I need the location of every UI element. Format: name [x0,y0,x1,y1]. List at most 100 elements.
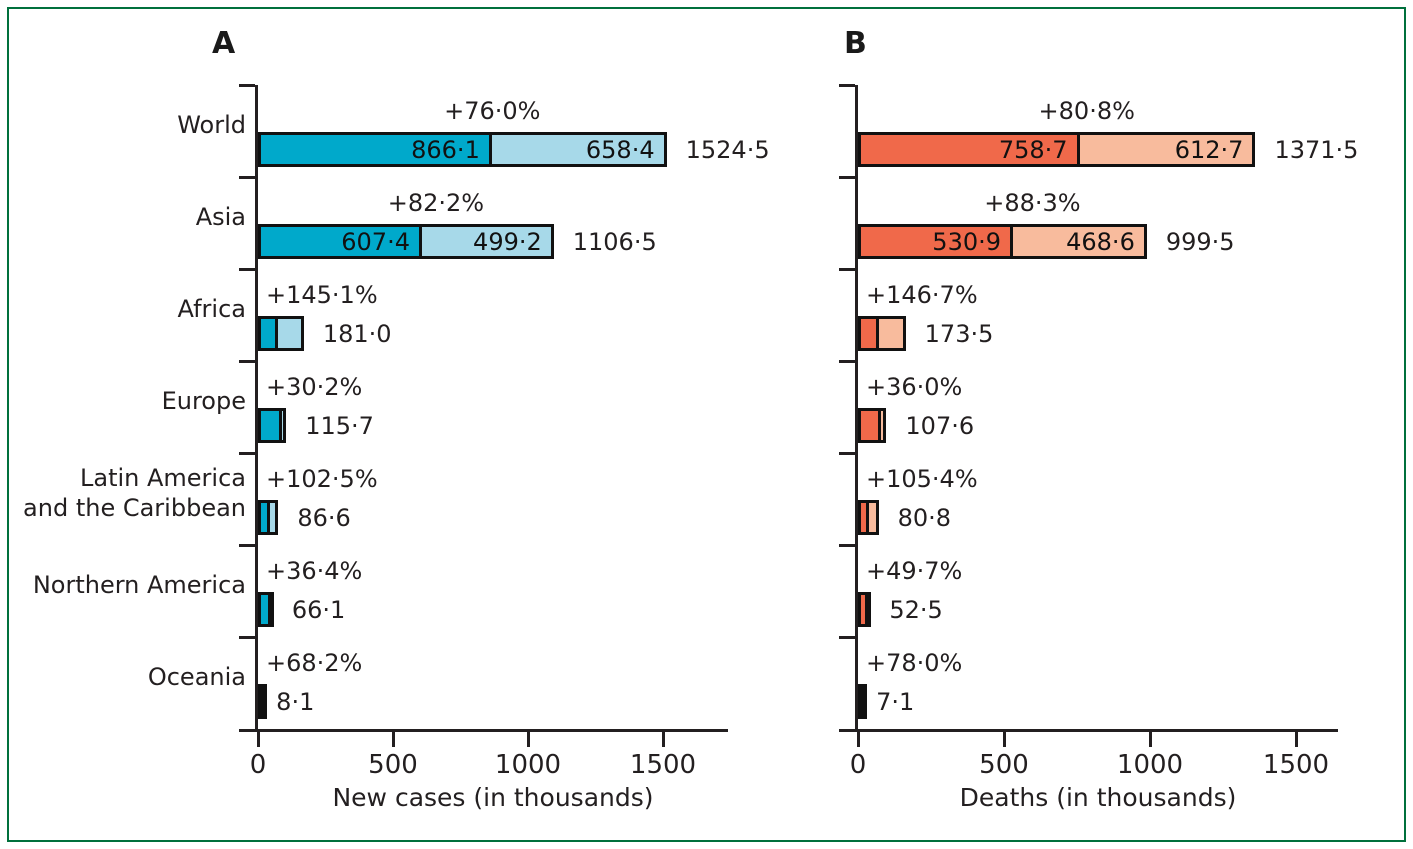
y-axis-tick [839,175,855,179]
stacked-bar: 530·9 468·6 [858,224,1147,259]
increase-value-label: 468·6 [1066,227,1135,256]
category-label-line: Oceania [147,663,246,691]
percent-change-label: +76·0% [444,97,541,125]
total-value-label: 1524·5 [685,135,770,164]
total-value-label: 107·6 [905,411,975,440]
x-axis-title: Deaths (in thousands) [959,783,1237,812]
y-axis-tick [239,359,255,363]
bar-segment-increase [279,408,287,443]
bar-segment-baseline: 866·1 [258,132,492,167]
y-axis-tick [239,543,255,547]
y-axis-tick [839,451,855,455]
category-label-line: and the Caribbean [23,494,246,522]
stacked-bar [858,408,887,443]
category-label-line: World [177,111,246,139]
x-axis-tick [661,732,665,747]
bar-segment-increase: 612·7 [1076,132,1256,167]
total-value-label: 8·1 [276,687,315,716]
bar-segment-increase: 499·2 [418,224,554,259]
y-axis [255,85,258,732]
y-axis-tick [839,543,855,547]
category-label-line: Europe [161,387,246,415]
category-label: Africa [0,294,246,324]
bar-segment-increase [875,316,906,351]
percent-change-label: +82·2% [387,189,485,217]
x-axis-tick-label: 1000 [494,750,562,780]
total-value-label: 115·7 [305,411,374,440]
category-label: Asia [0,202,246,232]
stacked-bar [858,592,872,627]
bar-segment-increase [261,684,267,719]
stacked-bar [258,684,267,719]
x-axis [239,729,728,732]
y-axis-tick [239,83,255,87]
bar-segment-increase [865,592,872,627]
percent-change-label: +36·4% [266,557,363,585]
bar-segment-increase [268,592,275,627]
percent-change-label: +30·2% [266,373,363,401]
x-axis-tick-label: 1500 [629,750,697,780]
increase-value-label: 612·7 [1174,135,1244,164]
percent-change-label: +36·0% [866,373,963,401]
total-value-label: 999·5 [1165,227,1235,256]
percent-change-label: +102·5% [266,465,378,493]
stacked-bar [858,500,879,535]
percent-change-label: +80·8% [1038,97,1135,125]
x-axis-tick-label: 500 [368,750,418,780]
percent-change-label: +68·2% [266,649,363,677]
y-axis-tick [839,83,855,87]
y-axis-tick [239,267,255,271]
bar-segment-increase [866,500,879,535]
baseline-value-label: 866·1 [411,135,480,164]
percent-change-label: +78·0% [866,649,963,677]
percent-change-label: +88·3% [984,189,1081,217]
increase-value-label: 658·4 [585,135,655,164]
stacked-bar: 866·1 658·4 [258,132,667,167]
category-label-line: Latin America [80,464,246,492]
percent-change-label: +49·7% [866,557,963,585]
category-label-line: Northern America [32,571,246,599]
total-value-label: 66·1 [291,595,346,624]
stacked-bar [258,500,279,535]
bar-segment-baseline: 530·9 [858,224,1014,259]
bar-segment-increase: 468·6 [1010,224,1147,259]
x-axis-tick [526,732,530,747]
x-axis [839,729,1338,732]
y-axis-tick [839,359,855,363]
x-axis-title: New cases (in thousands) [332,783,654,812]
y-axis-tick [839,267,855,271]
category-label-line: Asia [195,203,246,231]
category-label: Northern America [0,570,246,600]
total-value-label: 1106·5 [572,227,657,256]
stacked-bar [258,408,287,443]
x-axis-tick [1294,732,1298,747]
x-axis-tick [1148,732,1152,747]
percent-change-label: +146·7% [866,281,978,309]
total-value-label: 1371·5 [1274,135,1359,164]
y-axis-tick [239,175,255,179]
category-label: Europe [0,386,246,416]
panel-a-plot: 0 500 1000 1500 New cases (in thousands) +76·… [239,83,770,812]
total-value-label: 80·8 [897,503,952,532]
stacked-bar [858,684,867,719]
category-label: Latin America and the Caribbean [0,463,246,523]
x-axis-tick [256,732,260,747]
stacked-bar [258,592,275,627]
stacked-bar [258,316,304,351]
x-axis-tick [1002,732,1006,747]
total-value-label: 52·5 [889,595,943,624]
stacked-bar: 758·7 612·7 [858,132,1256,167]
baseline-value-label: 530·9 [932,227,1002,256]
x-axis-tick [391,732,395,747]
y-axis [855,85,858,732]
x-axis-tick [856,732,860,747]
x-axis-tick-label: 0 [249,750,267,780]
panel-a-letter: A [212,26,236,61]
category-label-line: Africa [177,295,246,323]
total-value-label: 181·0 [322,319,392,348]
bar-segment-increase: 658·4 [488,132,667,167]
y-axis-tick [239,451,255,455]
baseline-value-label: 607·4 [341,227,410,256]
stacked-bar: 607·4 499·2 [258,224,554,259]
increase-value-label: 499·2 [473,227,542,256]
